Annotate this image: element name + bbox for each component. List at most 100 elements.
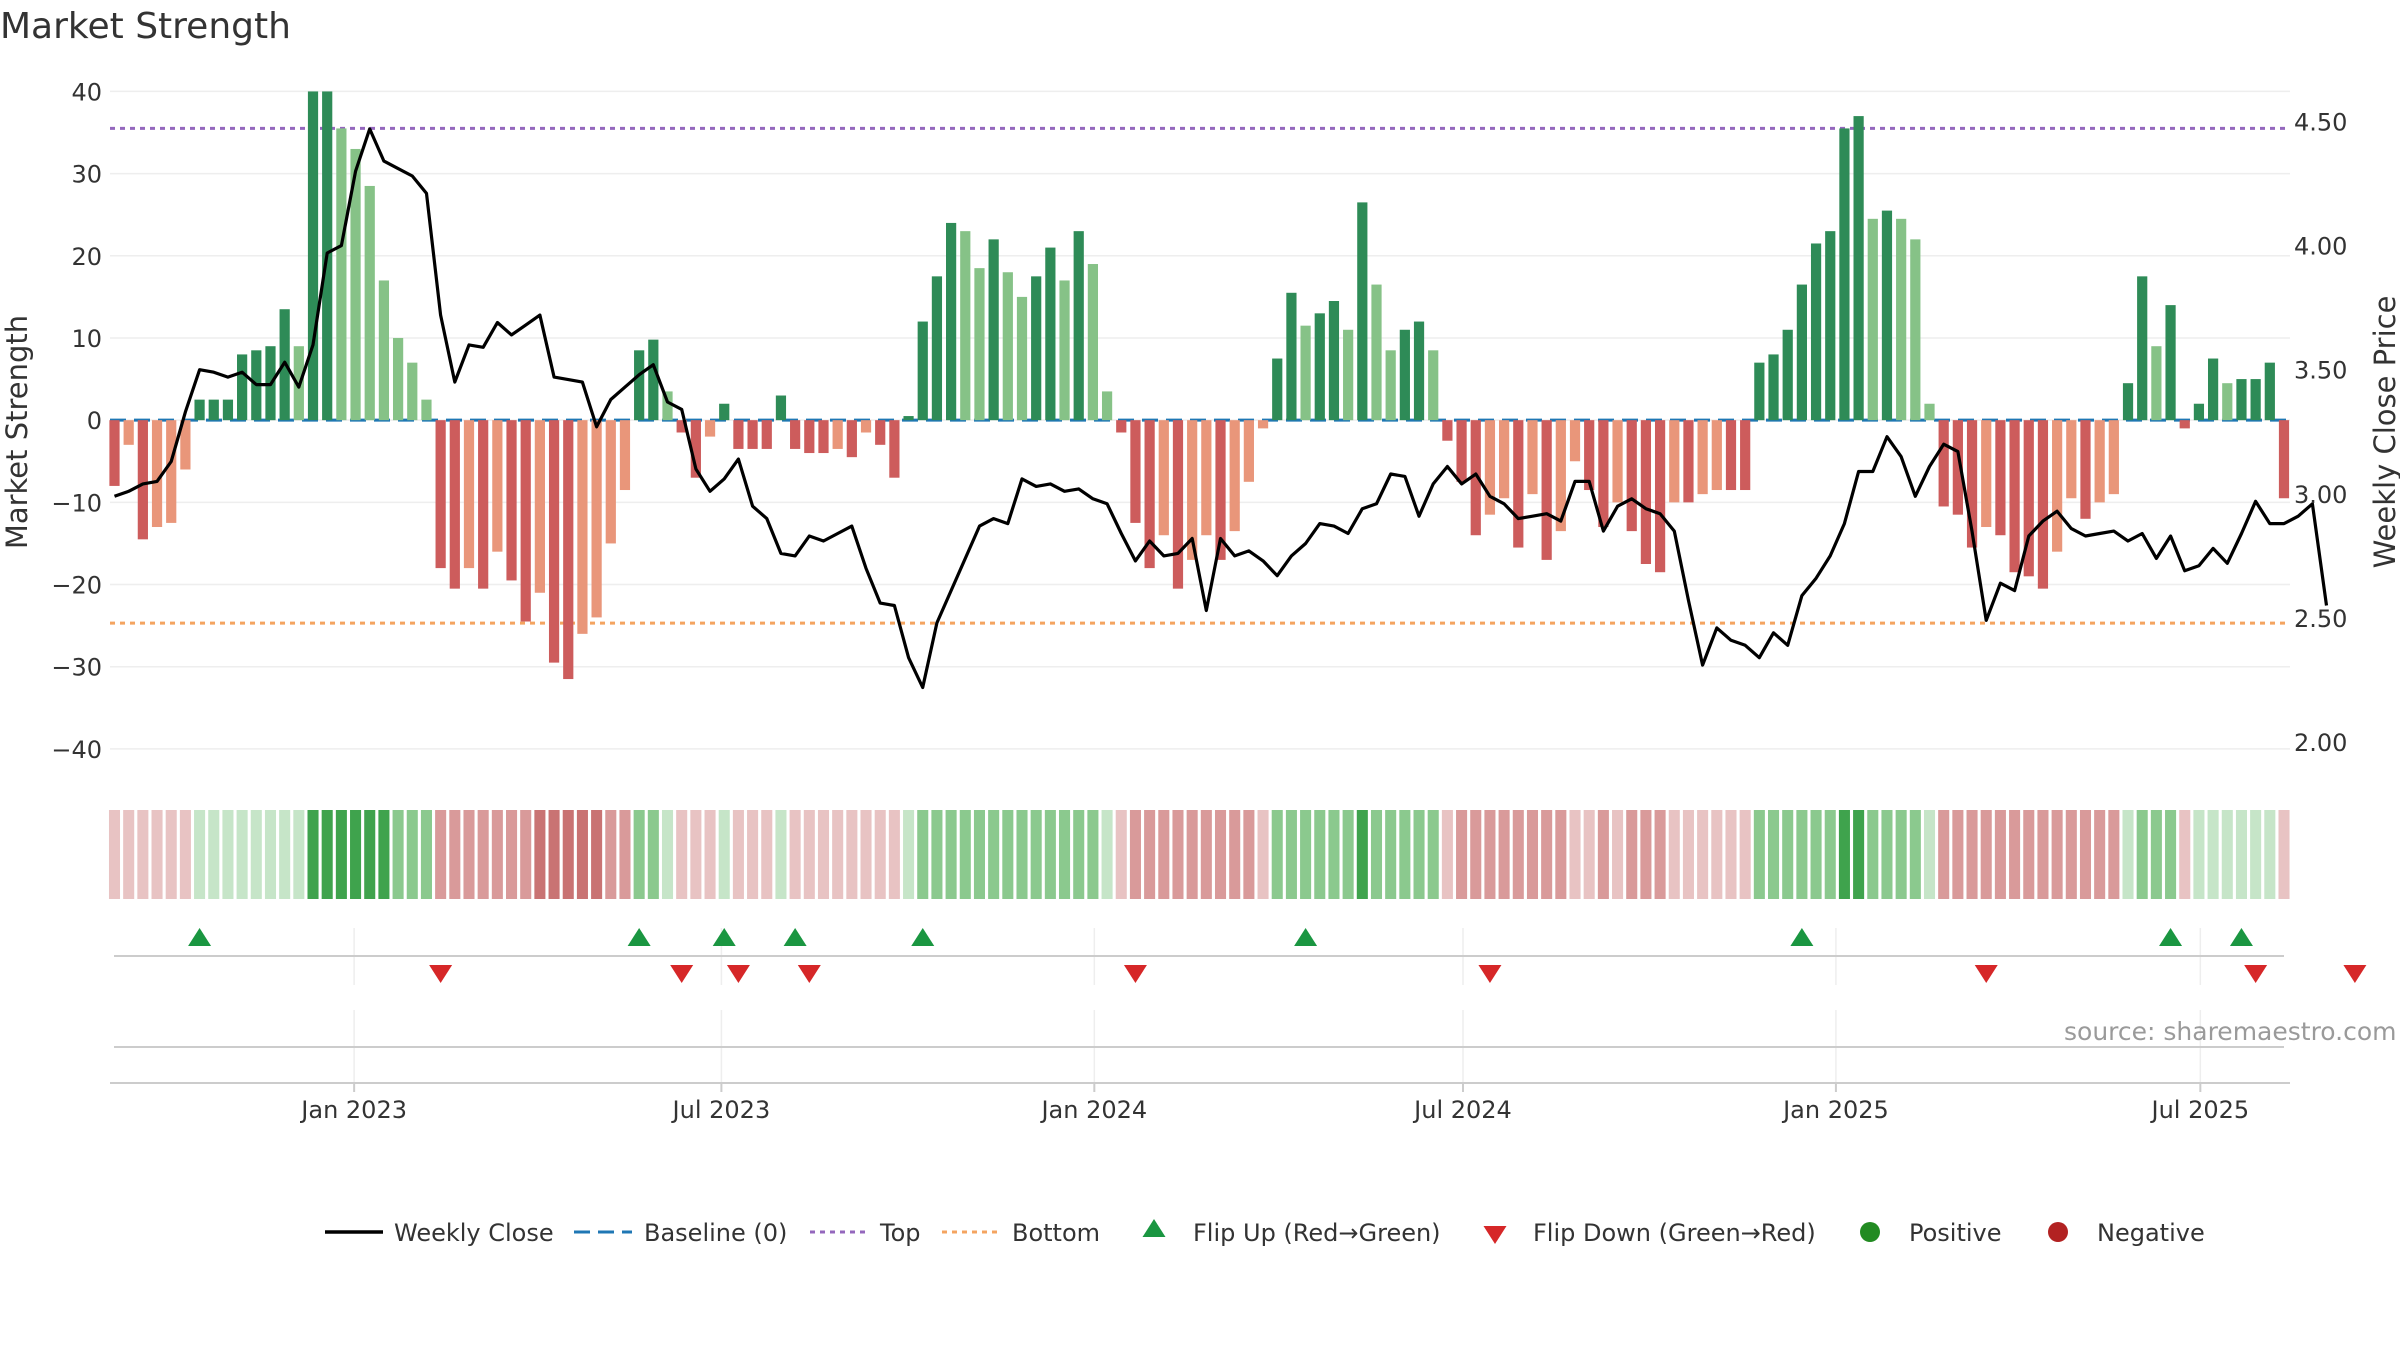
- band-cell: [1966, 810, 1978, 899]
- strength-bar: [960, 231, 971, 421]
- band-cell: [1824, 810, 1836, 899]
- legend-positive-icon: [1860, 1222, 1880, 1242]
- strength-bar: [1910, 239, 1921, 421]
- strength-bar: [1428, 350, 1439, 421]
- strength-bar: [1598, 420, 1609, 528]
- band-cell: [661, 810, 674, 899]
- strength-bar: [2137, 276, 2148, 421]
- band-cell: [1115, 810, 1127, 899]
- x-tick-label: Jan 2024: [1039, 1096, 1147, 1124]
- strength-bar: [945, 222, 957, 421]
- y-tick-label: −10: [51, 489, 102, 517]
- strength-bar: [974, 268, 985, 421]
- legend-label-baseline: Baseline (0): [644, 1219, 787, 1247]
- strength-bar: [1187, 420, 1198, 560]
- band-cell: [1498, 810, 1510, 899]
- strength-bar: [237, 354, 248, 421]
- band-cell: [1952, 810, 1964, 899]
- y2-tick-label: 3.00: [2294, 481, 2347, 509]
- strength-bars: [109, 91, 2290, 680]
- band-cell: [1597, 810, 1609, 899]
- band-cell: [250, 810, 262, 899]
- strength-bar: [1484, 420, 1496, 515]
- flip-down-marker: [1478, 965, 1502, 983]
- strength-bar: [548, 420, 560, 663]
- legend-label-negative: Negative: [2097, 1219, 2205, 1247]
- band-cell: [1923, 810, 1936, 899]
- strength-bar: [1470, 420, 1481, 536]
- band-cell: [1753, 810, 1765, 899]
- strength-bar: [350, 148, 361, 421]
- band-cell: [1186, 810, 1198, 899]
- band-cell: [2193, 810, 2205, 899]
- strength-bar: [1456, 420, 1467, 482]
- band-cell: [406, 810, 418, 899]
- strength-bar: [860, 420, 872, 433]
- band-cell: [2250, 810, 2262, 899]
- strength-bar: [1286, 292, 1297, 421]
- strength-bar: [1172, 420, 1184, 589]
- band-cell: [1470, 810, 1482, 899]
- strength-bar: [1413, 321, 1425, 421]
- strength-bar: [1527, 420, 1538, 495]
- band-cell: [520, 810, 532, 899]
- band-cell: [1796, 810, 1808, 899]
- band-cell: [959, 810, 971, 899]
- band-cell: [1342, 810, 1354, 899]
- strength-bar: [634, 350, 645, 421]
- band-cell: [236, 810, 248, 899]
- legend-flip-down-icon: [1483, 1226, 1507, 1244]
- band-cell: [605, 810, 617, 899]
- band-cell: [264, 810, 277, 899]
- band-cell: [222, 810, 234, 899]
- band-cell: [1697, 810, 1709, 899]
- band-cell: [619, 810, 631, 899]
- strength-bar: [407, 362, 418, 421]
- band-cell: [1087, 810, 1099, 899]
- band-cell: [2207, 810, 2219, 899]
- strength-bar: [719, 403, 730, 421]
- band-cell: [1314, 810, 1326, 899]
- chart-title: Market Strength: [0, 6, 291, 47]
- strength-bar: [1768, 354, 1779, 421]
- strength-bar: [435, 420, 446, 569]
- band-cell: [1285, 810, 1297, 899]
- strength-bar: [1045, 247, 1056, 421]
- band-cell: [137, 810, 149, 899]
- strength-bar: [1158, 420, 1169, 536]
- strength-bar: [775, 395, 787, 421]
- strength-bar: [2009, 420, 2020, 573]
- strength-bar: [832, 420, 843, 449]
- strength-bar: [2165, 305, 2176, 421]
- strength-bar: [1896, 218, 1907, 421]
- strength-bar: [818, 420, 829, 454]
- band-cell: [165, 810, 177, 899]
- strength-bar: [591, 420, 602, 618]
- strength-bar: [1839, 128, 1850, 421]
- strength-bar: [478, 420, 489, 589]
- strength-bar: [2080, 420, 2091, 519]
- legend-label-close: Weekly Close: [394, 1219, 554, 1247]
- band-cell: [279, 810, 291, 899]
- band-cell: [435, 810, 447, 899]
- strength-bar: [2066, 420, 2077, 499]
- band-cell: [1867, 810, 1879, 899]
- strength-bar: [875, 420, 886, 445]
- strength-bar: [1640, 420, 1652, 564]
- strength-bar: [790, 420, 801, 449]
- strength-bar: [1243, 420, 1254, 482]
- flip-up-marker: [712, 928, 736, 946]
- strength-bar: [1399, 329, 1410, 421]
- strength-bar: [1612, 420, 1623, 503]
- band-cell: [1980, 810, 1992, 899]
- strength-bar: [1357, 202, 1368, 421]
- flip-markers: [188, 928, 2367, 983]
- flip-up-marker: [911, 928, 935, 946]
- strength-bar: [1257, 420, 1269, 429]
- y-axis-title: Market Strength: [0, 315, 34, 549]
- flip-up-marker: [1790, 928, 1814, 946]
- band-cell: [888, 810, 900, 899]
- strength-bar: [151, 420, 163, 528]
- flip-down-marker: [726, 965, 750, 983]
- strength-bar: [1314, 313, 1325, 421]
